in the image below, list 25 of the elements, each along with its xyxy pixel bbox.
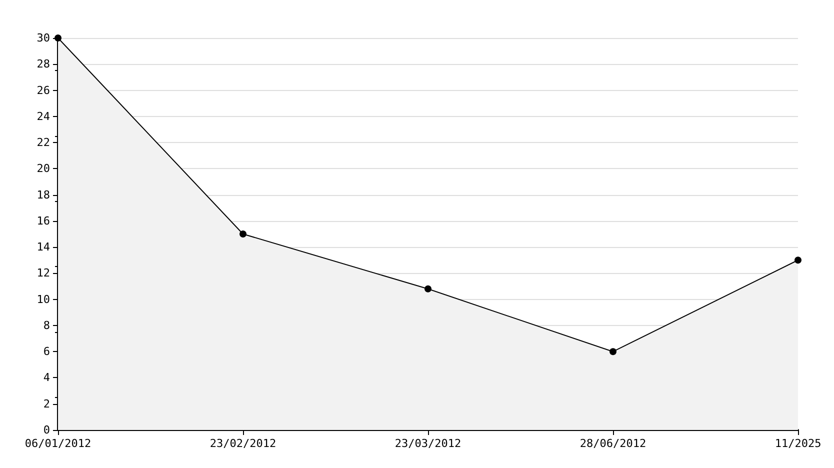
y-tick-label: 10: [36, 292, 50, 306]
x-tick-label: 11/2025: [774, 437, 822, 450]
point: [610, 348, 616, 356]
x-tick-label: 28/06/2012: [580, 437, 646, 450]
y-tick-label: 24: [36, 110, 50, 123]
y-tick-label: 2: [43, 397, 50, 410]
x-tick-label: 06/01/2012: [24, 437, 92, 450]
point: [240, 230, 246, 238]
y-tick-label: 30: [36, 32, 50, 44]
y-tick-label: 26: [36, 84, 50, 97]
point: [424, 285, 432, 292]
y-tick-label: 20: [36, 162, 50, 176]
y-tick-label: 6: [43, 345, 50, 358]
y-tick-label: 28: [36, 58, 50, 71]
y-tick-label: 16: [36, 214, 50, 228]
point: [794, 256, 802, 264]
y-tick-label: 18: [36, 188, 50, 202]
x-tick-label: 23/03/2012: [394, 437, 462, 450]
y-tick-label: 12: [36, 266, 50, 280]
y-tick-label: 14: [36, 240, 50, 254]
x-tick-label: 23/02/2012: [210, 437, 276, 450]
y-tick-label: 8: [43, 318, 50, 332]
y-tick-label: 22: [36, 136, 50, 150]
y-tick-label: 0: [43, 424, 50, 436]
y-tick-label: 4: [43, 371, 50, 384]
